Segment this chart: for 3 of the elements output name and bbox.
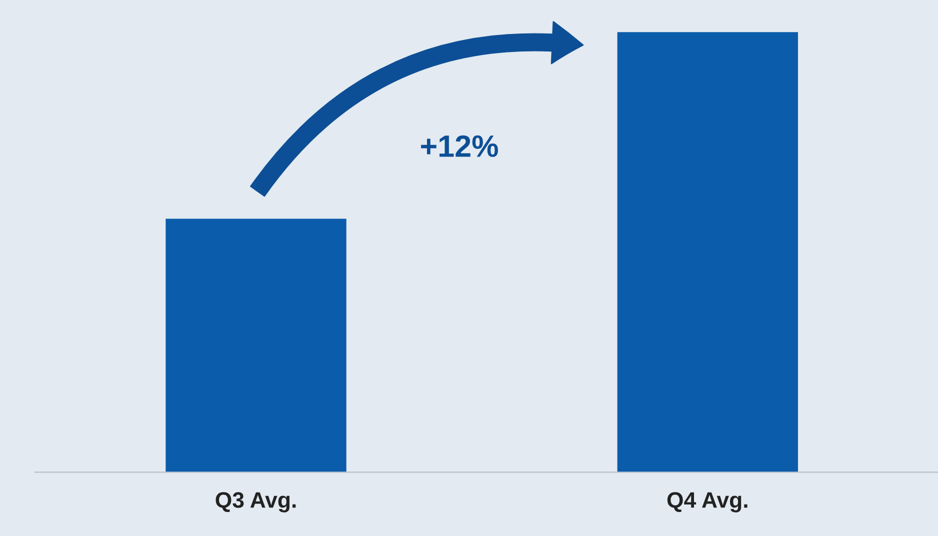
annotation: +12% [421,135,498,157]
x-tick-label: Q3 Avg. [216,492,296,512]
x-tick-label: Q4 Avg. [667,492,748,512]
